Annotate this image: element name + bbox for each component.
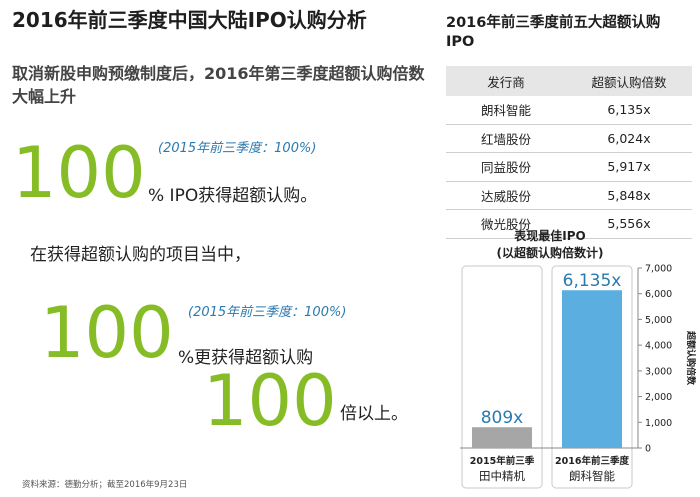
- col-header-ratio: 超额认购倍数: [566, 66, 692, 96]
- col-header-issuer: 发行商: [446, 66, 566, 96]
- y-tick-label: 7,000: [645, 264, 672, 275]
- ranking-table: 发行商 超额认购倍数 朗科智能 6,135x 红墙股份 6,024x 同益股份 …: [446, 66, 692, 239]
- y-tick-label: 3,000: [645, 366, 672, 377]
- bar-chart: 0 1,000 2,000 3,000 4,000 5,000 6,000 7,000 超额认购…: [460, 264, 697, 489]
- x-category-period: 2016年前三季度: [555, 455, 629, 467]
- source-note: 资料来源：德勤分析；截至2016年9月23日: [22, 480, 188, 490]
- stat-2-intro: 在获得超额认购的项目当中，: [30, 245, 251, 265]
- stat-2-value: 100: [40, 292, 174, 374]
- table-row: 同益股份 5,917x: [446, 152, 692, 182]
- ratio-cell: 6,135x: [566, 96, 692, 125]
- y-tick-label: 0: [645, 444, 651, 455]
- category-panel: [461, 265, 543, 489]
- issuer-cell: 达威股份: [446, 181, 566, 210]
- ratio-cell: 6,024x: [566, 124, 692, 153]
- issuer-cell: 同益股份: [446, 152, 566, 182]
- stat-1-note: (2015年前三季度：100%): [158, 141, 317, 156]
- page-subtitle: 取消新股申购预缴制度后，2016年第三季度超额认购倍数大幅上升: [12, 64, 425, 106]
- y-tick-label: 2,000: [645, 392, 672, 403]
- stat-1-value: 100: [12, 132, 146, 214]
- chart-title: 表现最佳IPO (以超额认购倍数计): [496, 229, 604, 260]
- issuer-cell: 朗科智能: [446, 96, 566, 125]
- table-row: 红墙股份 6,024x: [446, 124, 692, 153]
- stat-2-text: %更获得超额认购: [178, 348, 314, 368]
- bar: [562, 290, 622, 448]
- y-axis-label: 超额认购倍数: [685, 330, 697, 386]
- y-tick-label: 4,000: [645, 341, 672, 352]
- issuer-cell: 红墙股份: [446, 124, 566, 153]
- ratio-cell: 5,556x: [566, 209, 692, 239]
- bar-value-label: 6,135x: [563, 271, 622, 291]
- y-tick-label: 6,000: [645, 289, 672, 300]
- ranking-table-title: 2016年前三季度前五大超额认购IPO: [446, 15, 661, 50]
- category-panel: [551, 265, 633, 489]
- x-category-period: 2015年前三季: [470, 455, 535, 467]
- x-category-company: 朗科智能: [569, 469, 615, 483]
- ratio-cell: 5,917x: [566, 152, 692, 182]
- stat-2-note: (2015年前三季度：100%): [188, 305, 347, 320]
- stat-3-value: 100: [203, 360, 337, 442]
- x-category-company: 田中精机: [479, 469, 525, 483]
- page-title: 2016年前三季度中国大陆IPO认购分析: [12, 8, 367, 32]
- bar-value-label: 809x: [481, 408, 524, 428]
- ranking-table-header-row: 发行商 超额认购倍数: [446, 66, 692, 96]
- stat-1-text: % IPO获得超额认购。: [148, 186, 318, 206]
- table-row: 朗科智能 6,135x: [446, 96, 692, 125]
- bar: [472, 427, 532, 448]
- y-tick-label: 5,000: [645, 315, 672, 326]
- table-row: 微光股份 5,556x: [446, 209, 692, 239]
- y-tick-label: 1,000: [645, 418, 672, 429]
- stat-3-text: 倍以上。: [340, 404, 408, 424]
- table-row: 达威股份 5,848x: [446, 181, 692, 210]
- issuer-cell: 微光股份: [446, 209, 566, 239]
- ratio-cell: 5,848x: [566, 181, 692, 210]
